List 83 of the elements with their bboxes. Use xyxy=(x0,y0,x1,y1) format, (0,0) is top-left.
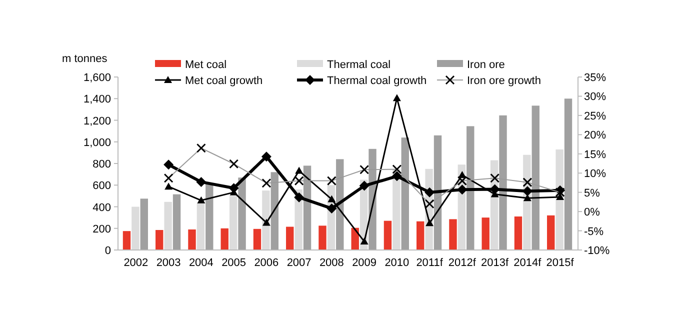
y2-tick-label: 25% xyxy=(584,110,606,122)
y-tick-label: 1,200 xyxy=(83,115,111,128)
point xyxy=(359,180,370,191)
y2-tick-label: 35% xyxy=(584,72,606,84)
bar xyxy=(172,194,181,250)
point xyxy=(523,194,532,202)
y-tick-label: 800 xyxy=(92,158,111,170)
bar xyxy=(449,219,457,250)
legend-label: Met coal xyxy=(185,59,227,71)
bar xyxy=(482,218,490,250)
legend-label: Thermal coal xyxy=(327,59,391,71)
point xyxy=(424,187,435,198)
legend-label: Thermal coal growth xyxy=(327,75,427,87)
x-tick-label: 2006 xyxy=(254,257,279,269)
bar xyxy=(547,215,555,250)
bar xyxy=(229,196,238,250)
point xyxy=(164,160,174,170)
point xyxy=(490,184,500,194)
point xyxy=(457,184,468,195)
x-tick-label: 2011f xyxy=(416,257,444,269)
bar xyxy=(188,229,196,250)
legend-label: Iron ore xyxy=(467,59,505,71)
y2-tick-label: 5% xyxy=(584,187,600,200)
x-tick-label: 2003 xyxy=(156,257,181,269)
point xyxy=(326,203,337,214)
point xyxy=(392,94,401,102)
bar xyxy=(384,220,392,250)
y-tick-label: 200 xyxy=(92,223,111,236)
point xyxy=(360,238,368,245)
x-tick-label: 2012f xyxy=(448,257,477,269)
point xyxy=(262,218,270,226)
bar xyxy=(564,98,572,250)
bar xyxy=(262,190,270,250)
point xyxy=(328,195,336,202)
y2-tick-label: 0% xyxy=(584,206,600,219)
point xyxy=(426,219,434,226)
point xyxy=(522,186,532,196)
x-tick-label: 2005 xyxy=(222,257,246,269)
y2-tick-label: 30% xyxy=(584,91,606,104)
bar xyxy=(132,206,140,250)
point xyxy=(294,192,304,202)
legend-label: Iron ore growth xyxy=(467,75,541,87)
x-tick-label: 2007 xyxy=(286,257,312,269)
y2-tick-label: 20% xyxy=(584,130,606,142)
point xyxy=(197,196,206,204)
bar xyxy=(238,178,246,250)
x-tick-label: 2013f xyxy=(481,257,510,269)
y2-tick-label: -5% xyxy=(584,226,604,238)
y-tick-label: 600 xyxy=(92,180,111,192)
y-tick-label: 1,600 xyxy=(83,72,111,84)
y-axis-title: m tonnes xyxy=(62,53,108,65)
y-tick-label: 400 xyxy=(92,202,111,214)
bar xyxy=(164,202,172,250)
bar xyxy=(156,230,164,250)
point xyxy=(295,166,304,174)
bar xyxy=(206,184,214,250)
y2-tick-label: -10% xyxy=(584,245,610,257)
point xyxy=(164,182,173,190)
bar xyxy=(514,216,522,250)
bar xyxy=(140,198,148,250)
bar xyxy=(220,228,228,250)
y2-tick-label: 10% xyxy=(584,168,606,180)
x-tick-label: 2009 xyxy=(352,257,377,269)
point xyxy=(392,171,402,182)
y-tick-label: 1,000 xyxy=(83,136,111,149)
bar xyxy=(253,228,262,250)
bar xyxy=(196,204,205,250)
x-tick-label: 2010 xyxy=(384,257,410,269)
x-tick-label: 2002 xyxy=(124,257,148,269)
x-tick-label: 2014f xyxy=(514,257,542,269)
point xyxy=(196,176,206,187)
x-tick-label: 2004 xyxy=(188,257,214,269)
bar xyxy=(122,231,131,250)
x-tick-label: 2015f xyxy=(546,257,575,269)
y-tick-label: 1,400 xyxy=(83,94,111,106)
point xyxy=(261,152,272,162)
y-tick-label: 0 xyxy=(104,245,111,257)
x-tick-label: 2008 xyxy=(319,257,344,269)
bar xyxy=(318,226,326,250)
bar xyxy=(416,221,424,250)
bar xyxy=(286,226,294,250)
legend-label: Met coal growth xyxy=(185,75,263,87)
y2-tick-label: 15% xyxy=(584,148,606,161)
